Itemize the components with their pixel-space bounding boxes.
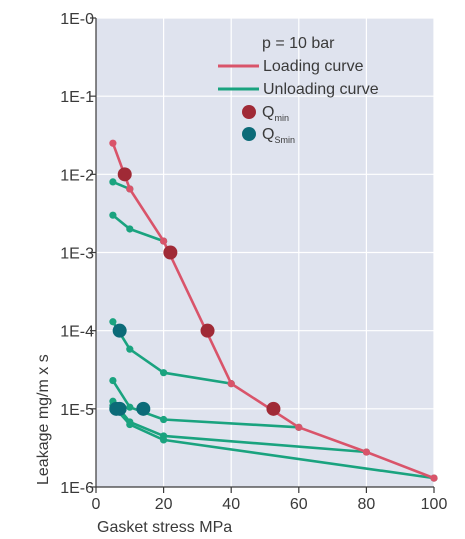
legend-qsmin-main: Q [262,126,274,143]
unloading-curve-point [160,436,168,444]
qsmin-marker [112,323,127,338]
loading-curve-point [430,474,438,482]
unloading-curve-point [126,345,134,353]
legend: p = 10 bar Loading curve Unloading curve… [218,35,379,145]
x-tick-label: 80 [358,496,376,513]
x-tick-label: 100 [421,496,448,513]
unloading-curve-point [109,211,117,219]
y-tick-label: 1E-1 [60,89,94,106]
unloading-curve-point [109,178,117,186]
legend-condition: p = 10 bar [262,35,335,52]
loading-curve-point [295,423,303,431]
legend-qmin-label: Qmin [262,104,289,123]
loading-curve-point [160,237,168,245]
x-tick-label: 40 [222,496,240,513]
x-axis-title: Gasket stress MPa [97,519,232,536]
qmin-marker [117,167,132,182]
legend-unloading-label: Unloading curve [263,81,379,98]
loading-curve-point [362,448,370,456]
qmin-marker [163,245,178,260]
unloading-curve-point [126,420,134,429]
unloading-curve-point [109,376,117,385]
loading-curve-point [227,380,235,388]
y-tick-label: 1E-0 [60,11,94,28]
loading-curve-point [126,185,134,193]
y-tick-label: 1E-4 [60,324,94,341]
unloading-curve-point [160,369,168,377]
loading-curve-point [109,139,117,147]
qmin-marker [200,323,215,338]
legend-qmin-marker [242,105,256,119]
x-tick-labels: 0 20 40 60 80 100 [92,487,448,513]
q-markers [109,167,281,416]
x-tick-label: 60 [290,496,308,513]
loading-curve [109,139,438,482]
legend-qsmin-sub: Smin [274,135,295,145]
grid-lines [96,17,435,487]
qmin-marker [266,401,281,416]
legend-loading-label: Loading curve [263,58,364,75]
y-axis-title: Leakage mg/m x s [35,354,52,485]
unloading-curve-point [109,318,117,326]
legend-qsmin-marker [242,127,256,141]
unloading-curve-point [126,225,134,233]
x-tick-label: 0 [92,496,101,513]
legend-qmin-sub: min [274,113,289,123]
y-tick-labels: 1E-0 1E-1 1E-2 1E-3 1E-4 1E-5 1E-6 [60,11,96,497]
legend-qmin-main: Q [262,104,274,121]
y-tick-label: 1E-5 [60,402,94,419]
y-tick-label: 1E-2 [60,167,94,184]
y-tick-label: 1E-6 [60,480,94,497]
x-tick-label: 20 [155,496,173,513]
unloading-curve-point [126,403,134,411]
legend-qsmin-label: QSmin [262,126,295,145]
qsmin-marker [112,401,127,416]
y-tick-label: 1E-3 [60,246,94,263]
unloading-curve-point [160,415,168,424]
qsmin-marker [136,401,151,416]
